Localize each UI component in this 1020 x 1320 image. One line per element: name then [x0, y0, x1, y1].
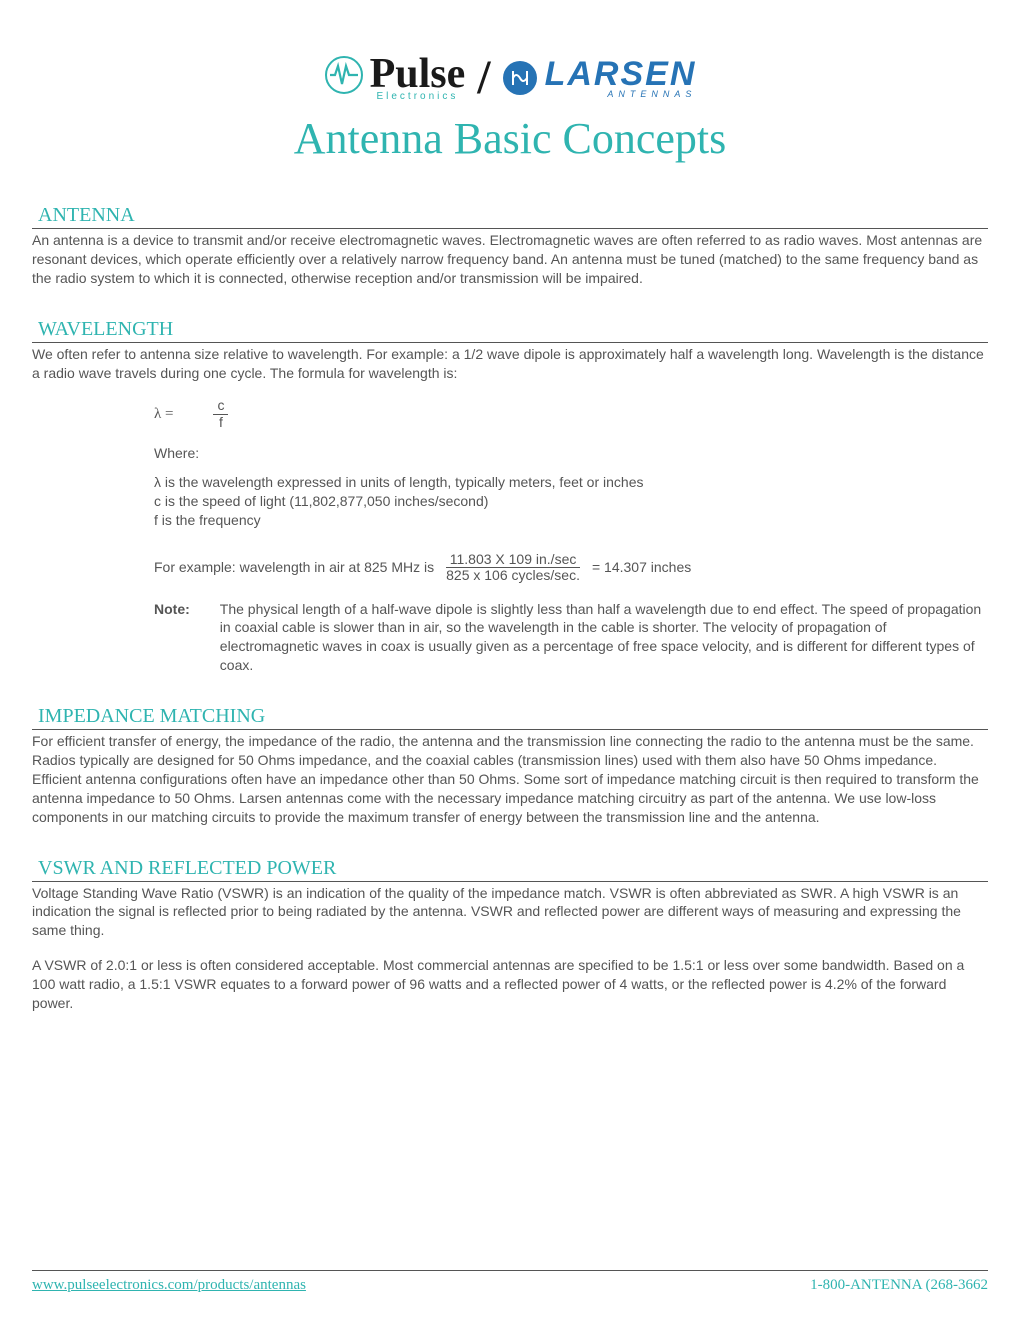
example-denominator: 825 x 106 cycles/sec. [442, 568, 584, 583]
note-label: Note: [154, 600, 190, 619]
formula-numerator: c [213, 398, 228, 414]
section-body-antenna: An antenna is a device to transmit and/o… [32, 231, 988, 288]
footer-phone: 1-800-ANTENNA (268-3662 [810, 1277, 988, 1294]
pulse-logo-sub: Electronics [370, 91, 466, 102]
example-post: = 14.307 inches [592, 558, 691, 577]
section-heading-antenna: ANTENNA [32, 204, 988, 229]
larsen-circle-icon [503, 61, 537, 95]
larsen-logo: LARSEN ANTENNAS [503, 57, 697, 99]
wavelength-intro: We often refer to antenna size relative … [32, 345, 988, 383]
logo-separator: / [477, 50, 490, 105]
document-page: Pulse Electronics / LARSEN ANTENNAS Ante… [0, 0, 1020, 1320]
formula-fraction: c f [213, 398, 228, 430]
page-title: Antenna Basic Concepts [32, 113, 988, 164]
pulse-wave-icon [324, 55, 364, 100]
formula-lhs: λ = [154, 404, 173, 424]
where-label: Where: [154, 444, 988, 463]
where-line: λ is the wavelength expressed in units o… [154, 473, 988, 492]
section-heading-wavelength: WAVELENGTH [32, 318, 988, 343]
wavelength-note: Note: The physical length of a half-wave… [154, 600, 988, 676]
wavelength-detail-block: λ = c f Where: λ is the wavelength expre… [154, 398, 988, 675]
pulse-logo-text: Pulse [370, 53, 466, 95]
vswr-p2: A VSWR of 2.0:1 or less is often conside… [32, 956, 988, 1013]
note-body: The physical length of a half-wave dipol… [220, 600, 988, 676]
section-body-impedance: For efficient transfer of energy, the im… [32, 732, 988, 826]
where-line: f is the frequency [154, 511, 988, 530]
page-footer: www.pulseelectronics.com/products/antenn… [32, 1270, 988, 1294]
logo-row: Pulse Electronics / LARSEN ANTENNAS [32, 50, 988, 105]
formula-denominator: f [215, 415, 227, 430]
where-list: λ is the wavelength expressed in units o… [154, 473, 988, 530]
larsen-logo-text: LARSEN [545, 57, 697, 91]
section-heading-vswr: VSWR AND REFLECTED POWER [32, 857, 988, 882]
footer-url-link[interactable]: www.pulseelectronics.com/products/antenn… [32, 1277, 306, 1294]
example-fraction: 11.803 X 109 in./sec 825 x 106 cycles/se… [442, 552, 584, 584]
example-numerator: 11.803 X 109 in./sec [446, 552, 581, 568]
vswr-p1: Voltage Standing Wave Ratio (VSWR) is an… [32, 884, 988, 941]
pulse-logo: Pulse Electronics [324, 53, 466, 102]
section-heading-impedance: IMPEDANCE MATCHING [32, 705, 988, 730]
wavelength-example: For example: wavelength in air at 825 MH… [154, 552, 988, 584]
where-line: c is the speed of light (11,802,877,050 … [154, 492, 988, 511]
example-pre: For example: wavelength in air at 825 MH… [154, 558, 434, 577]
wavelength-formula: λ = c f [154, 398, 988, 430]
